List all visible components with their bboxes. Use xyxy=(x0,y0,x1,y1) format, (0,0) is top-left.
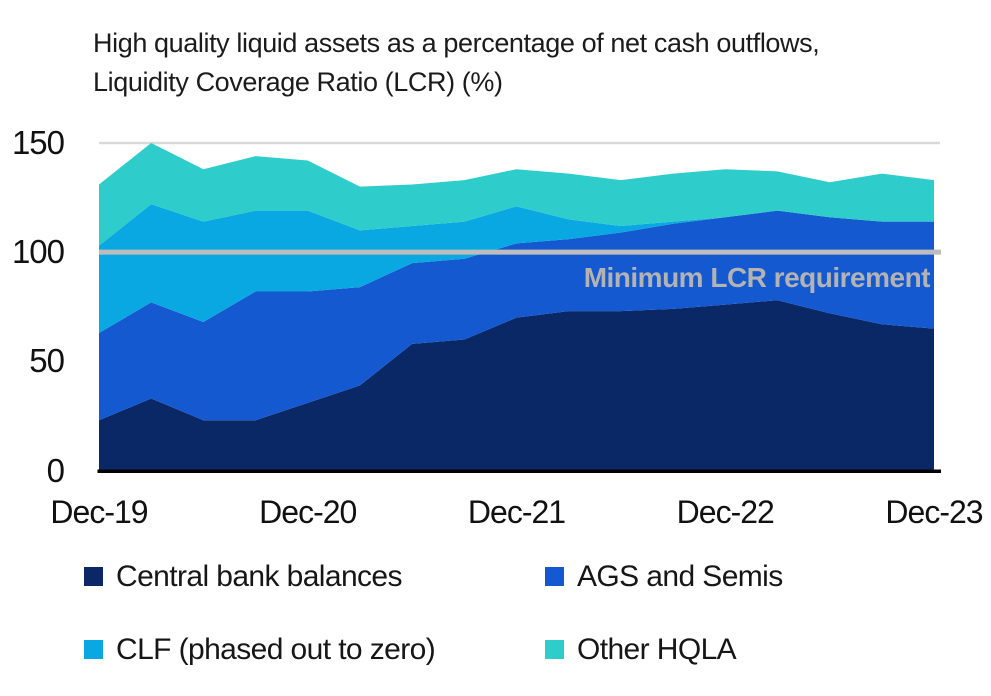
legend-item-central-bank-balances: Central bank balances xyxy=(84,560,403,593)
legend-item-ags-and-semis: AGS and Semis xyxy=(545,561,783,593)
area-series-ags-and-semis xyxy=(99,210,934,421)
legend-item-other-hqla: Other HQLA xyxy=(545,633,737,666)
x-tick-label-dec-19: Dec-19 xyxy=(50,494,148,530)
legend-label: CLF (phased out to zero) xyxy=(116,633,436,666)
legend-swatch-icon xyxy=(84,640,103,659)
minimum-lcr-requirement-label: Minimum LCR requirement xyxy=(583,262,931,293)
legend-item-clf-phased-out-to-zero-: CLF (phased out to zero) xyxy=(84,633,436,666)
legend-label: Central bank balances xyxy=(116,560,403,593)
x-tick-label-dec-21: Dec-21 xyxy=(467,494,566,530)
y-tick-label-50: 50 xyxy=(29,342,65,380)
area-series-clf-phased-out-to-zero- xyxy=(99,204,934,333)
y-tick-label-150: 150 xyxy=(11,124,65,161)
chart-title: High quality liquid assets as a percenta… xyxy=(93,28,820,98)
x-tick-label-dec-22: Dec-22 xyxy=(676,494,775,530)
y-tick-label-0: 0 xyxy=(46,451,65,489)
area-series-other-hqla xyxy=(99,143,934,246)
legend-swatch-icon xyxy=(545,567,564,586)
y-tick-label-100: 100 xyxy=(11,233,65,271)
x-tick-label-dec-23: Dec-23 xyxy=(885,494,983,530)
legend-swatch-icon xyxy=(545,640,564,659)
area-series-central-bank-balances xyxy=(99,300,934,471)
legend-label: AGS and Semis xyxy=(577,560,783,593)
legend-swatch-icon xyxy=(84,567,103,586)
x-tick-label-dec-20: Dec-20 xyxy=(259,494,357,530)
legend-label: Other HQLA xyxy=(577,633,737,666)
